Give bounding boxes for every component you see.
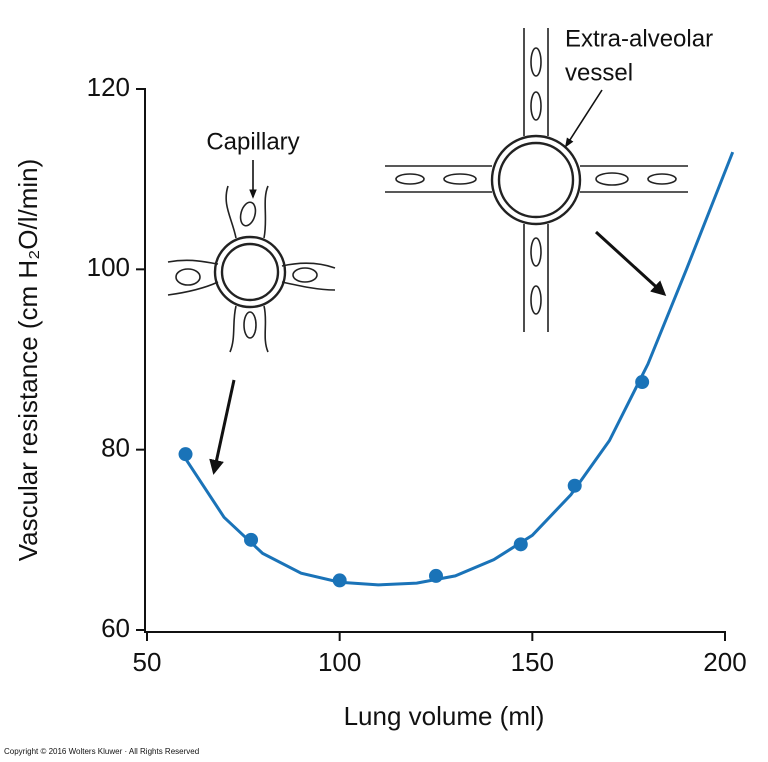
- y-axis-label: Vascular resistance (cm H₂O/l/min): [13, 159, 43, 562]
- x-tick-label: 200: [703, 647, 746, 677]
- x-tick-label: 150: [511, 647, 554, 677]
- data-point: [513, 537, 528, 552]
- data-point: [567, 478, 582, 493]
- annotation: Extra-alveolar: [565, 25, 713, 52]
- x-tick-label: 100: [318, 647, 361, 677]
- annotation: Capillary: [206, 128, 299, 155]
- y-tick-label: 100: [87, 252, 130, 282]
- y-tick-label: 80: [101, 433, 130, 463]
- extra-alveolar-illustration: [385, 28, 688, 332]
- capillary-illustration: [167, 185, 336, 353]
- fit-curve: [184, 151, 735, 587]
- y-tick-label: 120: [87, 72, 130, 102]
- data-point: [429, 568, 443, 583]
- footer: Copyright © 2016 Wolters Kluwer · All Ri…: [4, 747, 199, 756]
- arrow: [209, 379, 236, 475]
- y-tick-label: 60: [101, 613, 130, 643]
- x-tick-label: 50: [133, 647, 162, 677]
- data-point: [244, 532, 259, 547]
- x-axis-label: Lung volume (ml): [344, 701, 545, 731]
- arrow: [564, 89, 603, 148]
- data-point: [178, 447, 193, 462]
- data-point: [332, 573, 347, 588]
- arrow: [594, 230, 667, 297]
- annotation: vessel: [565, 59, 633, 86]
- data-point: [635, 375, 650, 390]
